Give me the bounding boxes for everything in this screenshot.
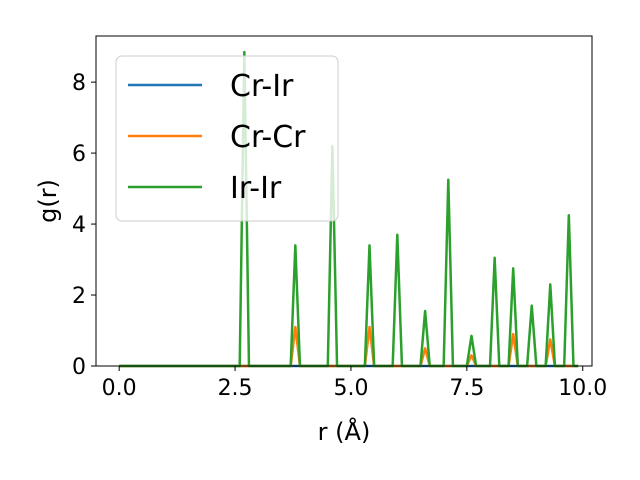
y-axis-label: g(r)	[34, 179, 62, 223]
ticks-layer: 0.0 2.5 5.0 7.5 10.0 0 2 4 6 8	[72, 71, 607, 401]
y-tick-label: 2	[72, 284, 86, 309]
x-axis-label: r (Å)	[318, 417, 371, 446]
y-tick-label: 8	[72, 71, 86, 96]
y-tick-label: 4	[72, 213, 86, 238]
x-tick-label: 7.5	[449, 376, 484, 401]
legend-entries: Cr-Ir Cr-Cr Ir-Ir	[128, 69, 306, 206]
legend-label-cr-ir: Cr-Ir	[230, 69, 294, 104]
y-tick-label: 6	[72, 142, 86, 167]
x-tick-label: 10.0	[558, 376, 607, 401]
legend-label-ir-ir: Ir-Ir	[230, 171, 282, 206]
x-tick-label: 2.5	[218, 376, 253, 401]
legend-label-cr-cr: Cr-Cr	[230, 120, 306, 155]
legend-box	[115, 55, 339, 222]
plot-frame	[95, 35, 593, 367]
x-tick-label: 5.0	[333, 376, 368, 401]
legend: Cr-Ir Cr-Cr Ir-Ir	[115, 55, 339, 222]
y-tick-label: 0	[72, 355, 86, 380]
x-tick-label: 0.0	[102, 376, 137, 401]
